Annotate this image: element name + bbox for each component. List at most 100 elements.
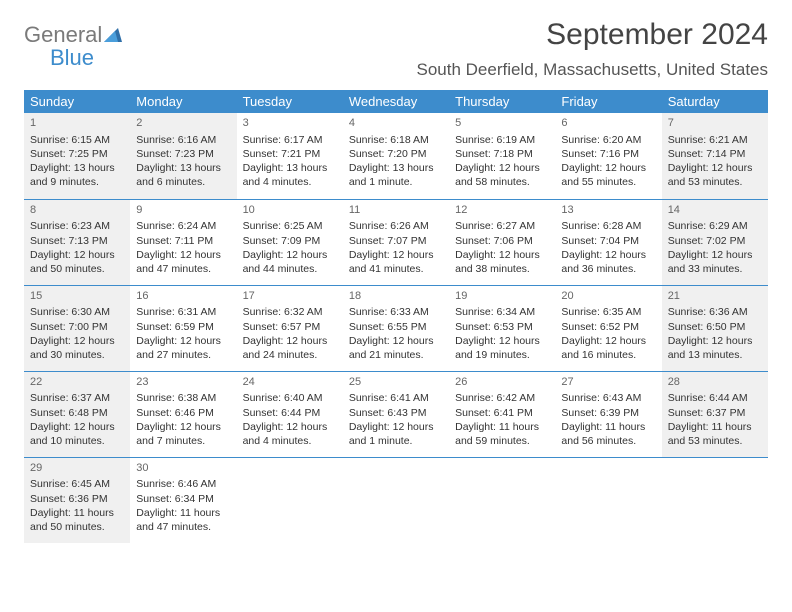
calendar-cell: 7Sunrise: 6:21 AMSunset: 7:14 PMDaylight… (662, 113, 768, 199)
sunrise-text: Sunrise: 6:36 AM (668, 305, 762, 319)
calendar-cell: 28Sunrise: 6:44 AMSunset: 6:37 PMDayligh… (662, 371, 768, 457)
day-number: 26 (455, 375, 549, 390)
title-block: September 2024 South Deerfield, Massachu… (416, 18, 768, 80)
sunset-text: Sunset: 6:36 PM (30, 492, 124, 506)
weekday-header: Tuesday (237, 90, 343, 113)
calendar-cell (343, 457, 449, 543)
weekday-row: Sunday Monday Tuesday Wednesday Thursday… (24, 90, 768, 113)
sunrise-text: Sunrise: 6:42 AM (455, 391, 549, 405)
sunrise-text: Sunrise: 6:21 AM (668, 133, 762, 147)
calendar-cell: 14Sunrise: 6:29 AMSunset: 7:02 PMDayligh… (662, 199, 768, 285)
daylight-text: Daylight: 13 hours and 6 minutes. (136, 161, 230, 189)
sunrise-text: Sunrise: 6:32 AM (243, 305, 337, 319)
day-number: 25 (349, 375, 443, 390)
sunrise-text: Sunrise: 6:25 AM (243, 219, 337, 233)
header-row: General Blue September 2024 South Deerfi… (24, 18, 768, 80)
daylight-text: Daylight: 12 hours and 10 minutes. (30, 420, 124, 448)
sunrise-text: Sunrise: 6:19 AM (455, 133, 549, 147)
calendar-row: 8Sunrise: 6:23 AMSunset: 7:13 PM Daylight… (24, 199, 768, 285)
sunset-text: Sunset: 7:07 PM (349, 234, 443, 248)
sunset-text: Sunset: 7:02 PM (668, 234, 762, 248)
daylight-text: Daylight: 13 hours and 9 minutes. (30, 161, 124, 189)
daylight-text: Daylight: 12 hours and 13 minutes. (668, 334, 762, 362)
daylight-text: Daylight: 12 hours and 24 minutes. (243, 334, 337, 362)
sunrise-text: Sunrise: 6:46 AM (136, 477, 230, 491)
page: General Blue September 2024 South Deerfi… (0, 0, 792, 561)
day-number: 3 (243, 116, 337, 131)
day-number: 22 (30, 375, 124, 390)
day-number: 2 (136, 116, 230, 131)
calendar-cell: 18Sunrise: 6:33 AMSunset: 6:55 PMDayligh… (343, 285, 449, 371)
day-number: 11 (349, 203, 443, 218)
calendar-cell: 3Sunrise: 6:17 AMSunset: 7:21 PMDaylight… (237, 113, 343, 199)
sunset-text: Sunset: 6:43 PM (349, 406, 443, 420)
weekday-header: Friday (555, 90, 661, 113)
sunset-text: Sunset: 7:25 PM (30, 147, 124, 161)
sunrise-text: Sunrise: 6:43 AM (561, 391, 655, 405)
daylight-text: Daylight: 13 hours and 1 minute. (349, 161, 443, 189)
calendar-cell: 21Sunrise: 6:36 AMSunset: 6:50 PMDayligh… (662, 285, 768, 371)
day-number: 8 (30, 203, 124, 218)
sunrise-text: Sunrise: 6:37 AM (30, 391, 124, 405)
calendar-cell: 1Sunrise: 6:15 AMSunset: 7:25 PMDaylight… (24, 113, 130, 199)
calendar-cell: 8Sunrise: 6:23 AMSunset: 7:13 PMDaylight… (24, 199, 130, 285)
day-number: 6 (561, 116, 655, 131)
day-number: 27 (561, 375, 655, 390)
calendar-cell (662, 457, 768, 543)
calendar-cell: 2Sunrise: 6:16 AMSunset: 7:23 PMDaylight… (130, 113, 236, 199)
sunrise-text: Sunrise: 6:29 AM (668, 219, 762, 233)
calendar-row: 22Sunrise: 6:37 AMSunset: 6:48 PMDayligh… (24, 371, 768, 457)
calendar-row: 1Sunrise: 6:15 AMSunset: 7:25 PMDaylight… (24, 113, 768, 199)
daylight-text: Daylight: 11 hours and 47 minutes. (136, 506, 230, 534)
location: South Deerfield, Massachusetts, United S… (416, 60, 768, 80)
sunrise-text: Sunrise: 6:20 AM (561, 133, 655, 147)
daylight-text: Daylight: 12 hours and 41 minutes. (349, 248, 443, 276)
logo-triangle-icon (104, 29, 122, 46)
sunrise-text: Sunrise: 6:33 AM (349, 305, 443, 319)
sunset-text: Sunset: 7:00 PM (30, 320, 124, 334)
calendar-cell: 10Sunrise: 6:25 AMSunset: 7:09 PMDayligh… (237, 199, 343, 285)
calendar-cell (237, 457, 343, 543)
calendar-cell: 26Sunrise: 6:42 AMSunset: 6:41 PMDayligh… (449, 371, 555, 457)
day-number: 28 (668, 375, 762, 390)
daylight-text: Daylight: 12 hours and 1 minute. (349, 420, 443, 448)
daylight-text: Daylight: 12 hours and 27 minutes. (136, 334, 230, 362)
calendar-cell: 5Sunrise: 6:19 AMSunset: 7:18 PMDaylight… (449, 113, 555, 199)
sunset-text: Sunset: 6:41 PM (455, 406, 549, 420)
daylight-text: Daylight: 12 hours and 19 minutes. (455, 334, 549, 362)
sunset-text: Sunset: 7:18 PM (455, 147, 549, 161)
sunset-text: Sunset: 7:16 PM (561, 147, 655, 161)
calendar-cell: 11Sunrise: 6:26 AMSunset: 7:07 PMDayligh… (343, 199, 449, 285)
day-number: 18 (349, 289, 443, 304)
day-number: 15 (30, 289, 124, 304)
daylight-text: Daylight: 12 hours and 58 minutes. (455, 161, 549, 189)
sunset-text: Sunset: 6:37 PM (668, 406, 762, 420)
daylight-text: Daylight: 11 hours and 56 minutes. (561, 420, 655, 448)
weekday-header: Sunday (24, 90, 130, 113)
calendar-cell: 16Sunrise: 6:31 AMSunset: 6:59 PMDayligh… (130, 285, 236, 371)
calendar-cell: 9Sunrise: 6:24 AMSunset: 7:11 PMDaylight… (130, 199, 236, 285)
day-number: 23 (136, 375, 230, 390)
weekday-header: Saturday (662, 90, 768, 113)
daylight-text: Daylight: 12 hours and 44 minutes. (243, 248, 337, 276)
sunset-text: Sunset: 7:04 PM (561, 234, 655, 248)
day-number: 4 (349, 116, 443, 131)
calendar-cell: 20Sunrise: 6:35 AMSunset: 6:52 PMDayligh… (555, 285, 661, 371)
logo-text-block: General Blue (24, 24, 122, 70)
calendar-row: 15Sunrise: 6:30 AMSunset: 7:00 PMDayligh… (24, 285, 768, 371)
calendar-cell (555, 457, 661, 543)
sunrise-text: Sunrise: 6:35 AM (561, 305, 655, 319)
daylight-text: Daylight: 11 hours and 53 minutes. (668, 420, 762, 448)
day-number: 16 (136, 289, 230, 304)
daylight-text: Daylight: 12 hours and 21 minutes. (349, 334, 443, 362)
sunrise-text: Sunrise: 6:17 AM (243, 133, 337, 147)
sunrise-text: Sunrise: 6:44 AM (668, 391, 762, 405)
sunrise-text: Sunrise: 6:16 AM (136, 133, 230, 147)
sunset-text: Sunset: 7:13 PM (30, 234, 124, 248)
daylight-text: Daylight: 12 hours and 53 minutes. (668, 161, 762, 189)
day-number: 14 (668, 203, 762, 218)
sunset-text: Sunset: 7:06 PM (455, 234, 549, 248)
sunrise-text: Sunrise: 6:23 AM (30, 219, 124, 233)
daylight-text: Daylight: 12 hours and 47 minutes. (136, 248, 230, 276)
sunrise-text: Sunrise: 6:38 AM (136, 391, 230, 405)
